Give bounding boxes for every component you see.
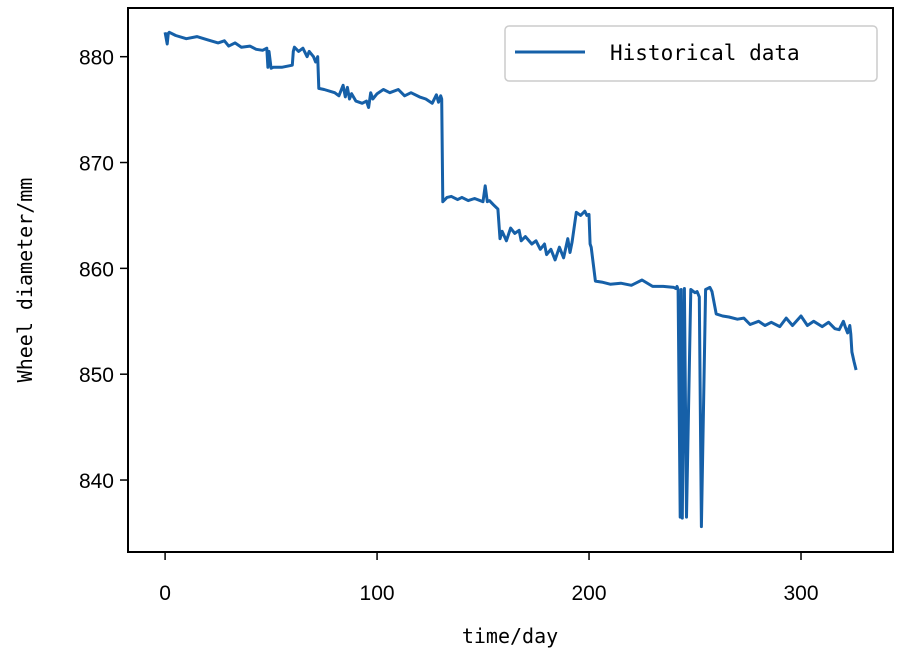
y-tick-label: 860 (79, 258, 114, 281)
x-tick-label: 300 (783, 582, 818, 605)
legend-label: Historical data (610, 41, 800, 65)
x-axis-label: time/day (462, 624, 558, 648)
x-tick-label: 0 (159, 582, 171, 605)
y-tick-label: 870 (79, 153, 114, 176)
legend-box (504, 25, 878, 82)
x-tick-label: 200 (572, 582, 607, 605)
y-tick-label: 850 (79, 364, 114, 387)
series-line-historical-data (163, 30, 858, 529)
y-tick-label: 840 (79, 470, 114, 493)
x-tick-label: 100 (360, 582, 395, 605)
y-tick-label: 880 (79, 47, 114, 70)
y-axis-label: Wheel diameter/mm (13, 178, 37, 383)
plot-frame (127, 7, 894, 553)
legend: Historical data (504, 25, 878, 82)
